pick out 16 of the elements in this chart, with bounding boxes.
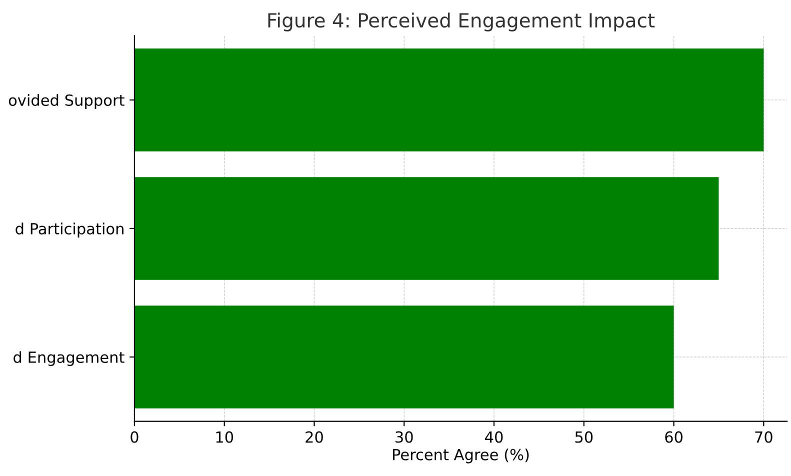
y-tick-label: d Participation — [16, 222, 124, 238]
x-tick-label: 40 — [485, 431, 503, 443]
x-axis-title: Percent Agree (%) — [393, 448, 529, 464]
chart-title: Figure 4: Perceived Engagement Impact — [268, 12, 655, 32]
x-tick-label: 0 — [130, 431, 138, 443]
x-tick-label: 60 — [665, 431, 682, 443]
bar — [134, 177, 719, 280]
bar — [134, 306, 674, 408]
x-tick-label: 20 — [306, 431, 323, 443]
y-tick-label: ovided Support — [8, 94, 124, 109]
x-tick-label: 30 — [396, 431, 413, 443]
bar — [134, 48, 764, 152]
x-tick-label: 10 — [216, 431, 234, 443]
y-tick-label: d Engagement — [14, 351, 124, 366]
x-tick-label: 50 — [575, 431, 593, 443]
x-tick-label: 70 — [755, 431, 772, 443]
